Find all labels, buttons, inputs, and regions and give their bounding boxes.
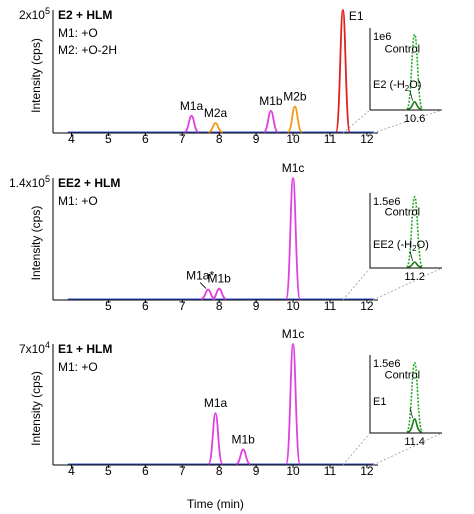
y-axis-label: Intensity (cps) — [29, 38, 43, 113]
x-tick-label: 9 — [253, 464, 260, 478]
peak-M1b — [211, 287, 227, 300]
peak-label: M2a — [204, 106, 228, 120]
inset-connector — [342, 432, 371, 466]
panel-note: M2: +O-2H — [58, 43, 117, 57]
inset-control-trace — [405, 195, 424, 268]
x-tick-label: 11 — [324, 132, 337, 146]
chart-panel-2: 5 6 7 8 9 10 11 12 1.4x105 Intensity (cps) EE2 + H… — [9, 161, 443, 313]
inset-control-trace — [405, 33, 424, 110]
inset-y-max: 1.5e6 — [373, 358, 401, 370]
peak-pointer — [199, 282, 207, 289]
inset-pointer — [409, 250, 413, 262]
x-tick-label: 10 — [286, 132, 300, 146]
peak-label: M1c — [282, 161, 305, 175]
y-max-label: 1.4x105 — [9, 174, 50, 190]
inset-y-max: 1e6 — [373, 31, 391, 43]
inset-pointer — [409, 407, 413, 419]
peak-M2a — [208, 122, 223, 133]
inset-dehydr-label: E1 — [373, 396, 386, 408]
inset-x-label: 11.2 — [404, 271, 425, 283]
peak-M1a — [184, 114, 199, 133]
peak-label: M1b — [259, 94, 283, 108]
x-axis-title: Time (min) — [187, 497, 244, 511]
x-tick-label: 12 — [360, 464, 374, 478]
x-tick-label: 10 — [286, 299, 300, 313]
y-axis-label: Intensity (cps) — [29, 371, 43, 446]
peak-M1b — [235, 448, 251, 465]
x-tick-label: 5 — [105, 299, 112, 313]
x-tick-label: 4 — [68, 464, 75, 478]
peak-M1c — [285, 177, 301, 300]
x-tick-label: 9 — [253, 299, 260, 313]
inset-connector — [372, 267, 443, 301]
x-tick-label: 6 — [142, 299, 149, 313]
x-tick-label: 12 — [360, 299, 374, 313]
inset-control-label: Control — [385, 369, 420, 381]
x-tick-label: 7 — [179, 464, 186, 478]
peak-label: E1 — [349, 9, 364, 23]
x-tick-label: 11 — [324, 299, 337, 313]
x-tick-label: 5 — [105, 132, 112, 146]
inset-dehydr-trace — [407, 418, 422, 433]
peak-label: M1a* — [186, 269, 214, 283]
panel-note: M1: +O — [58, 194, 98, 208]
x-tick-label: 5 — [105, 464, 112, 478]
x-tick-label: 11 — [324, 464, 337, 478]
panel-title: EE2 + HLM — [58, 176, 120, 190]
peak-label: M1c — [282, 327, 305, 341]
x-tick-label: 10 — [286, 464, 300, 478]
inset-dehydr-label: E2 (-H2O) — [373, 79, 421, 93]
panel-note: M1: +O — [58, 26, 98, 40]
peak-label: M1b — [232, 432, 256, 446]
x-tick-label: 7 — [179, 299, 186, 313]
x-tick-label: 4 — [68, 132, 75, 146]
peak-label: M1b — [208, 272, 232, 286]
inset-dehydr-label: EE2 (-H2O) — [373, 239, 429, 253]
panel-note: M1: +O — [58, 360, 98, 374]
peak-label: M1a — [204, 396, 228, 410]
x-tick-label: 6 — [142, 132, 149, 146]
inset-pointer — [409, 90, 413, 101]
inset-dehydr-trace — [407, 261, 422, 268]
inset-connector — [372, 432, 443, 466]
y-axis-label: Intensity (cps) — [29, 206, 43, 281]
x-tick-label: 8 — [216, 299, 223, 313]
panel-title: E1 + HLM — [58, 342, 112, 356]
inset-control-label: Control — [385, 44, 420, 56]
x-tick-label: 9 — [253, 132, 260, 146]
y-max-label: 7x104 — [19, 340, 50, 356]
inset-x-label: 10.6 — [404, 113, 425, 125]
x-tick-label: 8 — [216, 464, 223, 478]
peak-M1astar — [200, 288, 216, 300]
peak-M1a — [207, 412, 224, 465]
inset-connector — [342, 267, 371, 301]
chart-panel-3: 4 5 6 7 8 9 10 11 12 7x104 Intensity (cps) E1 + HLM… — [19, 327, 443, 478]
inset-y-max: 1.5e6 — [373, 196, 401, 208]
peak-E1 — [335, 9, 351, 133]
inset-control-trace — [405, 361, 424, 433]
x-tick-label: 6 — [142, 464, 149, 478]
peak-M1b — [263, 109, 279, 133]
y-max-label: 2x105 — [19, 6, 50, 22]
inset-connector — [342, 109, 371, 134]
peak-label: M2b — [283, 90, 307, 104]
peak-label: M1a — [180, 99, 204, 113]
chart-panel-1: 4 5 6 7 8 9 10 11 12 2x105 Intensity (cps) E2 + HLM… — [19, 6, 443, 146]
peak-M2b — [287, 105, 303, 133]
inset-dehydr-trace — [407, 100, 422, 110]
x-tick-label: 7 — [179, 132, 186, 146]
inset-connector — [372, 109, 443, 134]
x-tick-label: 12 — [360, 132, 374, 146]
inset-x-label: 11.4 — [404, 436, 425, 448]
panel-title: E2 + HLM — [58, 8, 112, 22]
inset-control-label: Control — [385, 207, 420, 219]
peak-M1c — [285, 343, 301, 465]
x-tick-label: 8 — [216, 132, 223, 146]
